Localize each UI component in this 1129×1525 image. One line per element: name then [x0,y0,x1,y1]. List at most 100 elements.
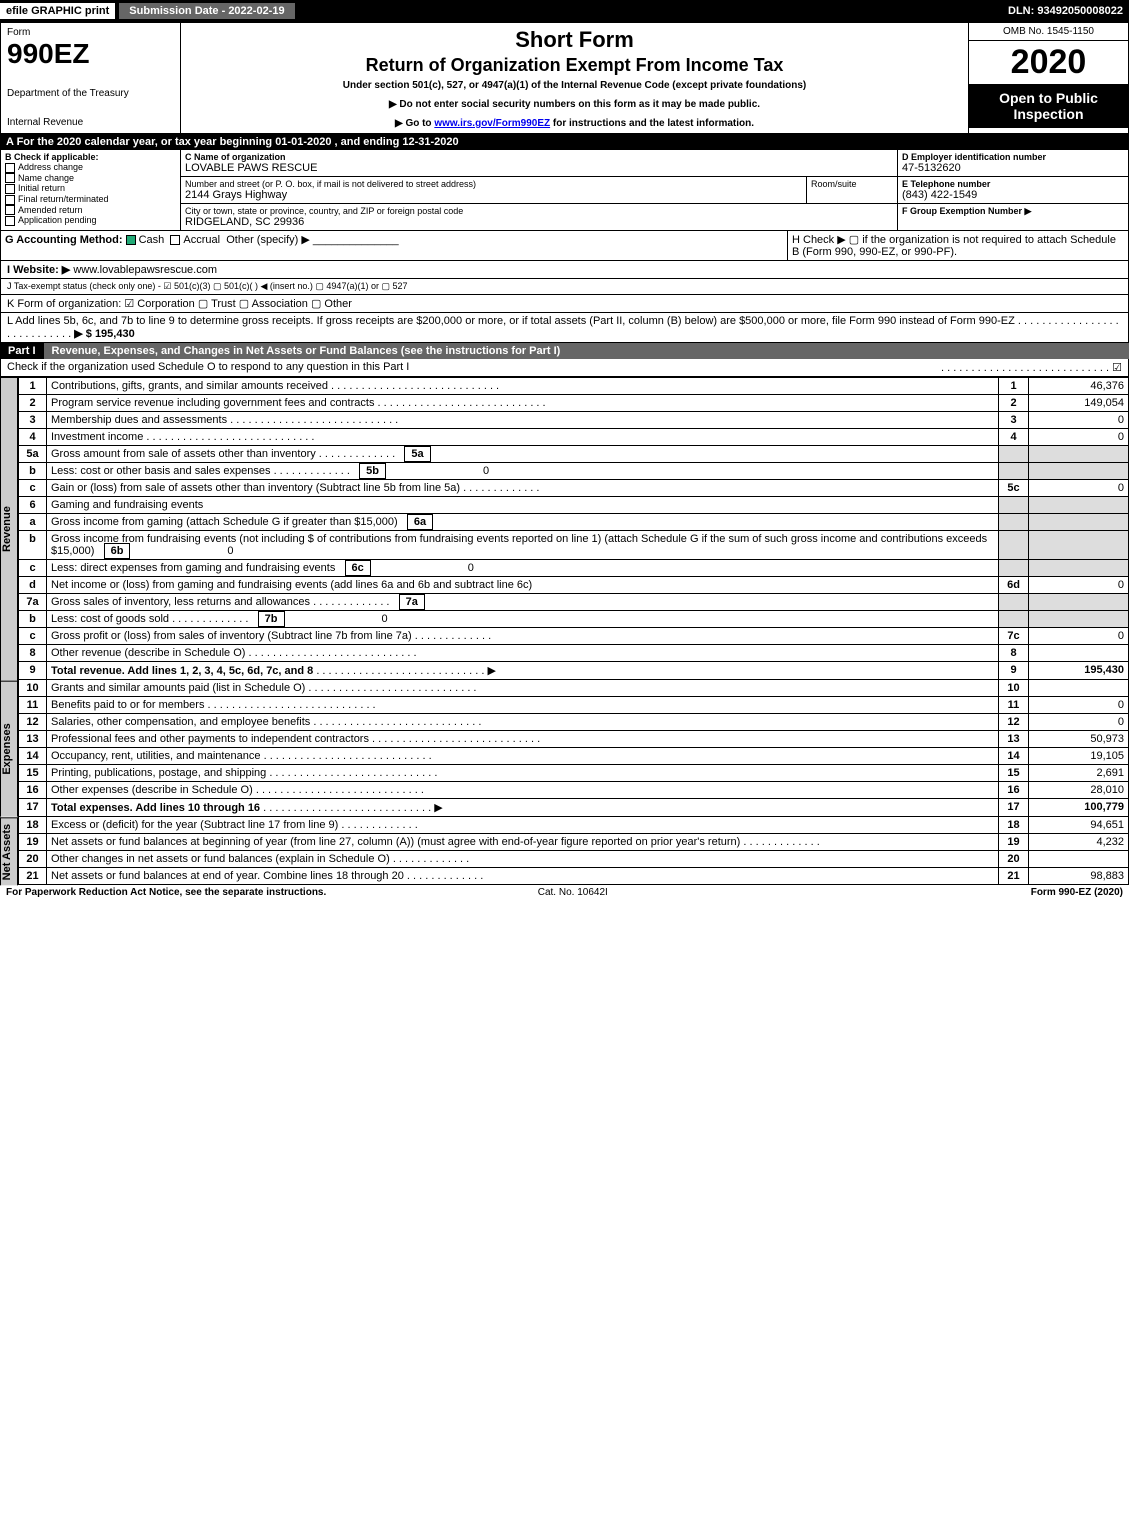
desc-7c: Gross profit or (loss) from sales of inv… [47,628,999,645]
val-19: 4,232 [1029,834,1129,851]
row-6: 6Gaming and fundraising events [19,497,1129,514]
desc-21: Net assets or fund balances at end of ye… [47,868,999,885]
ln-14: 14 [19,748,47,765]
gray-6b [999,531,1029,560]
room-suite-label: Room/suite [811,179,893,189]
desc-12: Salaries, other compensation, and employ… [47,714,999,731]
cb-initial-return-label: Initial return [18,183,65,193]
row-7b: bLess: cost of goods sold 7b 0 [19,611,1129,628]
part1-checknote: Check if the organization used Schedule … [0,359,1129,377]
ln-21: 21 [19,868,47,885]
org-name: LOVABLE PAWS RESCUE [185,162,893,174]
inbox-6c: 6c [345,560,371,576]
ein-value: 47-5132620 [902,162,1124,174]
ln-9: 9 [19,662,47,680]
irs-link[interactable]: www.irs.gov/Form990EZ [434,118,550,129]
box-8: 8 [999,645,1029,662]
cb-name-change[interactable] [5,173,15,183]
note-goto: ▶ Go to www.irs.gov/Form990EZ for instru… [189,118,960,129]
ln-6d: d [19,577,47,594]
box-19: 19 [999,834,1029,851]
gray-6a [999,514,1029,531]
box-10: 10 [999,680,1029,697]
desc-1: Contributions, gifts, grants, and simila… [47,378,999,395]
box-d-label: D Employer identification number [902,152,1124,162]
line-k: K Form of organization: ☑ Corporation ▢ … [0,295,1129,313]
val-8 [1029,645,1129,662]
line-h-text: H Check ▶ ▢ if the organization is not r… [792,234,1116,258]
form-number: 990EZ [7,38,174,70]
line-i-label: I Website: ▶ [7,264,70,276]
row-21: 21Net assets or fund balances at end of … [19,868,1129,885]
grayv-6c [1029,560,1129,577]
val-3: 0 [1029,412,1129,429]
val-21: 98,883 [1029,868,1129,885]
part1-header: Part I Revenue, Expenses, and Changes in… [0,343,1129,359]
desc-7a: Gross sales of inventory, less returns a… [51,596,390,608]
box-18: 18 [999,817,1029,834]
cb-address-change[interactable] [5,163,15,173]
row-18: 18Excess or (deficit) for the year (Subt… [19,817,1129,834]
irs-label: Internal Revenue [7,117,174,128]
desc-2: Program service revenue including govern… [47,395,999,412]
ln-18: 18 [19,817,47,834]
cash-label: Cash [139,234,165,246]
side-expenses: Expenses [0,681,18,817]
goto-post: for instructions and the latest informat… [553,118,754,129]
val-7c: 0 [1029,628,1129,645]
box-1: 1 [999,378,1029,395]
cb-accrual[interactable] [170,235,180,245]
line-g: G Accounting Method: Cash Accrual Other … [1,231,788,260]
box-6d: 6d [999,577,1029,594]
desc-6c: Less: direct expenses from gaming and fu… [51,562,335,574]
line-l-text: L Add lines 5b, 6c, and 7b to line 9 to … [7,315,1015,327]
val-16: 28,010 [1029,782,1129,799]
ln-19: 19 [19,834,47,851]
cb-final-return-label: Final return/terminated [18,194,109,204]
cb-application-pending[interactable] [5,216,15,226]
box-4: 4 [999,429,1029,446]
row-7a: 7a Gross sales of inventory, less returns… [19,594,1129,611]
desc-13: Professional fees and other payments to … [47,731,999,748]
inval-7b: 0 [288,613,388,625]
ln-7c: c [19,628,47,645]
cb-amended-return[interactable] [5,205,15,215]
ln-13: 13 [19,731,47,748]
ln-7a: 7a [19,594,47,611]
inbox-5b: 5b [359,463,386,479]
row-8: 8Other revenue (describe in Schedule O)8 [19,645,1129,662]
box-2: 2 [999,395,1029,412]
cb-final-return[interactable] [5,195,15,205]
cb-initial-return[interactable] [5,184,15,194]
val-12: 0 [1029,714,1129,731]
ln-6c: c [19,560,47,577]
val-15: 2,691 [1029,765,1129,782]
val-11: 0 [1029,697,1129,714]
cb-cash[interactable] [126,235,136,245]
line-h: H Check ▶ ▢ if the organization is not r… [788,231,1128,260]
phone-value: (843) 422-1549 [902,189,1124,201]
val-20 [1029,851,1129,868]
desc-20: Other changes in net assets or fund bala… [47,851,999,868]
inval-6c: 0 [374,562,474,574]
cb-name-change-label: Name change [18,173,74,183]
desc-10: Grants and similar amounts paid (list in… [47,680,999,697]
row-2: 2Program service revenue including gover… [19,395,1129,412]
top-bar: efile GRAPHIC print Submission Date - 20… [0,0,1129,22]
desc-4: Investment income [47,429,999,446]
line-j: J Tax-exempt status (check only one) - ☑… [0,279,1129,295]
desc-5b: Less: cost or other basis and sales expe… [51,465,350,477]
row-1: 1Contributions, gifts, grants, and simil… [19,378,1129,395]
ln-20: 20 [19,851,47,868]
box-3: 3 [999,412,1029,429]
footer-left: For Paperwork Reduction Act Notice, see … [6,887,326,898]
inbox-7b: 7b [258,611,285,627]
footer-right: Form 990-EZ (2020) [1031,887,1123,898]
row-9: 9Total revenue. Add lines 1, 2, 3, 4, 5c… [19,662,1129,680]
omb-number: OMB No. 1545-1150 [969,23,1128,41]
ln-1: 1 [19,378,47,395]
row-5b: bLess: cost or other basis and sales exp… [19,463,1129,480]
gray-6c [999,560,1029,577]
row-17: 17Total expenses. Add lines 10 through 1… [19,799,1129,817]
row-14: 14Occupancy, rent, utilities, and mainte… [19,748,1129,765]
